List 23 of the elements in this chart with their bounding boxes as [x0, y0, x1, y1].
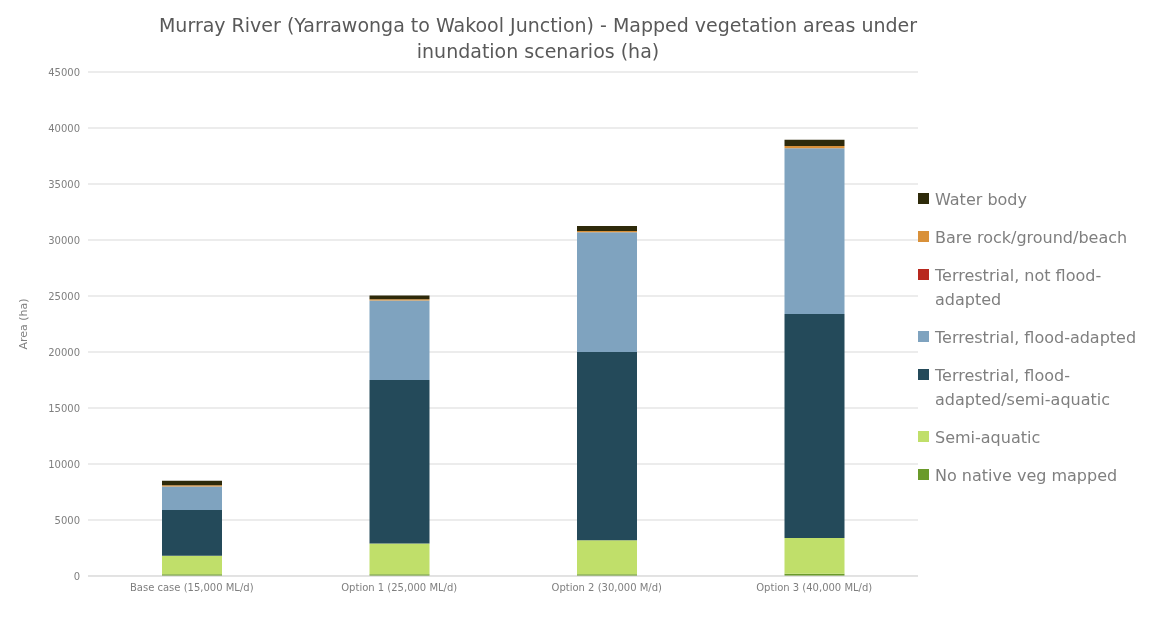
legend-label: No native veg mapped	[935, 464, 1118, 487]
legend-label: Terrestrial, not flood-adapted	[935, 264, 1103, 311]
y-tick-label: 5000	[54, 514, 80, 526]
x-tick-label: Option 3 (40,000 ML/d)	[756, 582, 873, 594]
chart-title: Murray River (Yarrawonga to Wakool Junction) - Mapped vegetation areas under inundation scenarios (ha)	[158, 13, 918, 64]
y-tick-label: 20000	[48, 346, 80, 358]
x-tick-label: Option 2 (30,000 M/d)	[551, 582, 663, 594]
y-tick-label: 15000	[48, 402, 80, 414]
legend-label: Terrestrial, flood-adapted/semi-aquatic	[935, 364, 1111, 411]
legend-label: Semi-aquatic	[935, 426, 1041, 449]
y-axis-title: Area (ha)	[16, 298, 30, 350]
y-tick-label: 45000	[48, 66, 80, 78]
legend-label: Bare rock/ground/beach	[935, 226, 1128, 249]
y-tick-label: 30000	[48, 234, 80, 246]
legend-label: Terrestrial, flood-adapted	[935, 326, 1137, 349]
y-tick-label: 35000	[48, 178, 80, 190]
x-tick-label: Option 1 (25,000 ML/d)	[341, 582, 458, 594]
y-tick-label: 0	[73, 570, 80, 582]
y-tick-label: 10000	[48, 458, 80, 470]
y-tick-label: 40000	[48, 122, 80, 134]
x-tick-label: Base case (15,000 ML/d)	[129, 582, 254, 594]
legend-label: Water body	[935, 188, 1027, 211]
y-tick-label: 25000	[48, 290, 80, 302]
